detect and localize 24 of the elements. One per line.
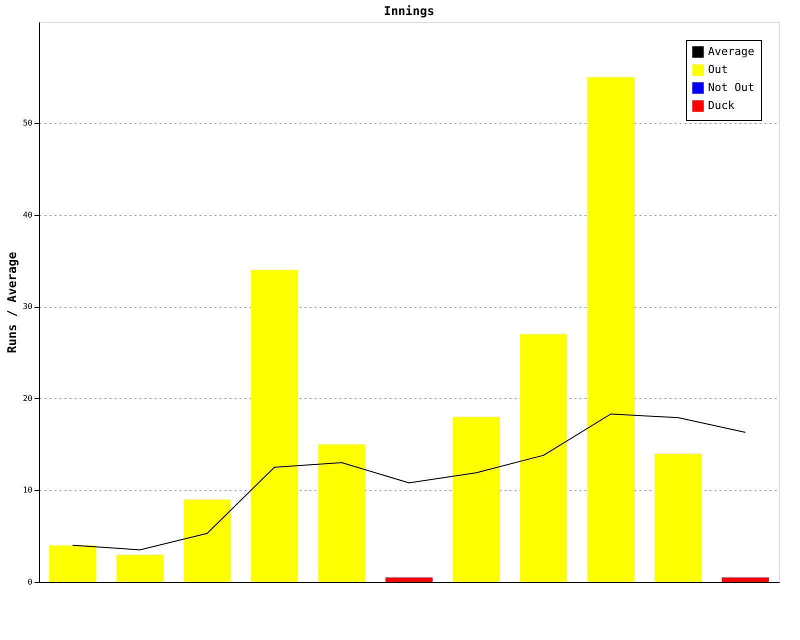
y-tick-label: 50 <box>22 118 33 128</box>
bar <box>722 577 769 582</box>
legend-label: Duck <box>708 99 735 112</box>
legend-label: Not Out <box>708 81 754 94</box>
bar <box>184 499 231 582</box>
y-tick-label: 30 <box>22 302 33 312</box>
bar <box>452 416 500 582</box>
bar <box>116 554 164 582</box>
legend-label: Average <box>708 45 754 58</box>
bar <box>49 545 96 582</box>
y-tick-label: 10 <box>22 486 33 495</box>
bar <box>250 270 298 582</box>
bar <box>385 577 433 582</box>
y-tick-label: 0 <box>28 578 33 586</box>
chart-title: Innings <box>384 4 434 18</box>
bar <box>520 334 568 582</box>
bar <box>587 77 634 582</box>
y-axis-title: Runs / Average <box>4 252 19 354</box>
y-tick-label: 40 <box>22 210 33 220</box>
legend-label: Out <box>708 63 728 76</box>
bar <box>654 453 702 582</box>
line-series <box>72 414 746 550</box>
y-tick-label: 20 <box>22 394 33 403</box>
bar <box>318 444 366 582</box>
